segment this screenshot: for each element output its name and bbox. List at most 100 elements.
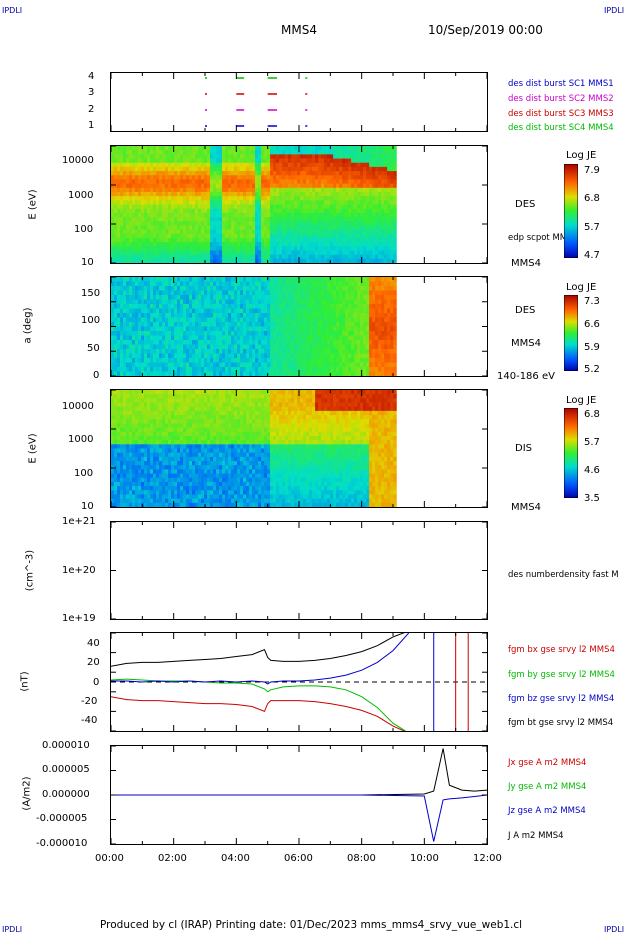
spectro-cell (111, 358, 115, 364)
spectro-cell (234, 200, 238, 206)
spectro-cell (234, 246, 238, 252)
spectro-cell (150, 242, 154, 247)
spectro-cell (243, 229, 247, 235)
spectro-cell (162, 171, 166, 176)
spectro-cell (234, 175, 238, 181)
spectro-cell (231, 183, 235, 189)
spectro-cell (294, 212, 298, 218)
spectro-cell (279, 367, 283, 373)
spectro-cell (249, 179, 253, 185)
spectro-cell (174, 304, 178, 310)
spectro-cell (309, 299, 313, 305)
corner-label-tr: IPDLI (604, 6, 625, 15)
spectro-cell (237, 308, 241, 314)
spectro-cell (324, 225, 328, 231)
spectro-cell (336, 308, 340, 314)
spectro-cell (150, 237, 154, 243)
spectro-cell (159, 217, 163, 222)
spectro-cell (135, 331, 139, 337)
spectro-cell (354, 212, 358, 218)
spectro-cell (198, 237, 202, 243)
spectro-cell (141, 250, 145, 256)
spectro-cell (390, 225, 394, 231)
spectro-cell (126, 175, 130, 181)
spectro-cell (336, 196, 340, 201)
spectro-cell (369, 171, 373, 176)
spectro-cell (282, 212, 286, 218)
spectro-cell (156, 254, 160, 260)
spectro-cell (252, 171, 256, 176)
spectro-cell (339, 171, 343, 176)
spectro-cell (243, 242, 247, 247)
spectro-cell (207, 242, 211, 247)
spectro-cell (342, 344, 346, 350)
spectro-cell (276, 229, 280, 235)
spectro-cell (330, 335, 334, 341)
spectro-cell (345, 286, 349, 292)
spectro-cell (219, 200, 223, 206)
spectro-cell (228, 154, 232, 160)
spectro-cell (213, 171, 217, 176)
spectro-cell (381, 286, 385, 292)
spectro-cell (156, 331, 160, 337)
spectro-cell (261, 358, 265, 364)
spectro-cell (387, 371, 391, 377)
spectro-cell (219, 187, 223, 193)
spectro-cell (384, 290, 388, 296)
spectro-cell (162, 187, 166, 193)
spectro-cell (282, 150, 286, 155)
spectro-cell (258, 299, 262, 305)
spectro-cell (309, 242, 313, 247)
spectro-cell (387, 246, 391, 252)
spectro-cell (387, 358, 391, 364)
spectro-cell (216, 254, 220, 260)
spectro-cell (234, 225, 238, 231)
spectro-cell (348, 281, 352, 287)
spectro-cell (138, 191, 142, 197)
spectro-cell (276, 250, 280, 256)
spectro-cell (192, 217, 196, 222)
spectro-cell (168, 204, 172, 210)
spectro-cell (354, 250, 358, 256)
spectro-cell (135, 367, 139, 373)
spectro-cell (291, 254, 295, 260)
spectro-cell (351, 258, 355, 264)
spectro-cell (165, 237, 169, 243)
spectro-cell (339, 362, 343, 368)
des-pitch-ytick: 150 (81, 288, 101, 299)
spectro-cell (252, 237, 256, 243)
spectro-cell (189, 250, 193, 256)
spectro-cell (132, 358, 136, 364)
spectro-cell (381, 304, 385, 310)
spectro-cell (390, 166, 394, 172)
spectro-cell (189, 362, 193, 368)
spectro-cell (222, 371, 226, 377)
spectro-cell (366, 340, 370, 346)
spectro-cell (372, 212, 376, 218)
spectro-cell (120, 191, 124, 197)
spectro-cell (237, 358, 241, 364)
spectro-cell (324, 340, 328, 346)
spectro-cell (288, 340, 292, 346)
spectro-cell (300, 317, 304, 323)
spectro-cell (300, 158, 304, 164)
spectro-cell (351, 340, 355, 346)
spectro-cell (231, 299, 235, 305)
spectro-cell (162, 200, 166, 206)
spectro-cell (153, 286, 157, 292)
spectro-cell (366, 308, 370, 314)
spectro-cell (360, 212, 364, 218)
spectro-cell (306, 242, 310, 247)
spectro-cell (126, 208, 130, 214)
spectro-cell (270, 362, 274, 368)
spectro-cell (294, 200, 298, 206)
spectro-cell (273, 183, 277, 189)
spectro-cell (132, 154, 136, 160)
spectro-cell (288, 353, 292, 359)
spectro-cell (258, 162, 262, 168)
spectro-cell (366, 326, 370, 332)
spectro-cell (129, 225, 133, 231)
spectro-cell (132, 146, 136, 151)
spectro-cell (216, 358, 220, 364)
spectro-cell (291, 150, 295, 155)
